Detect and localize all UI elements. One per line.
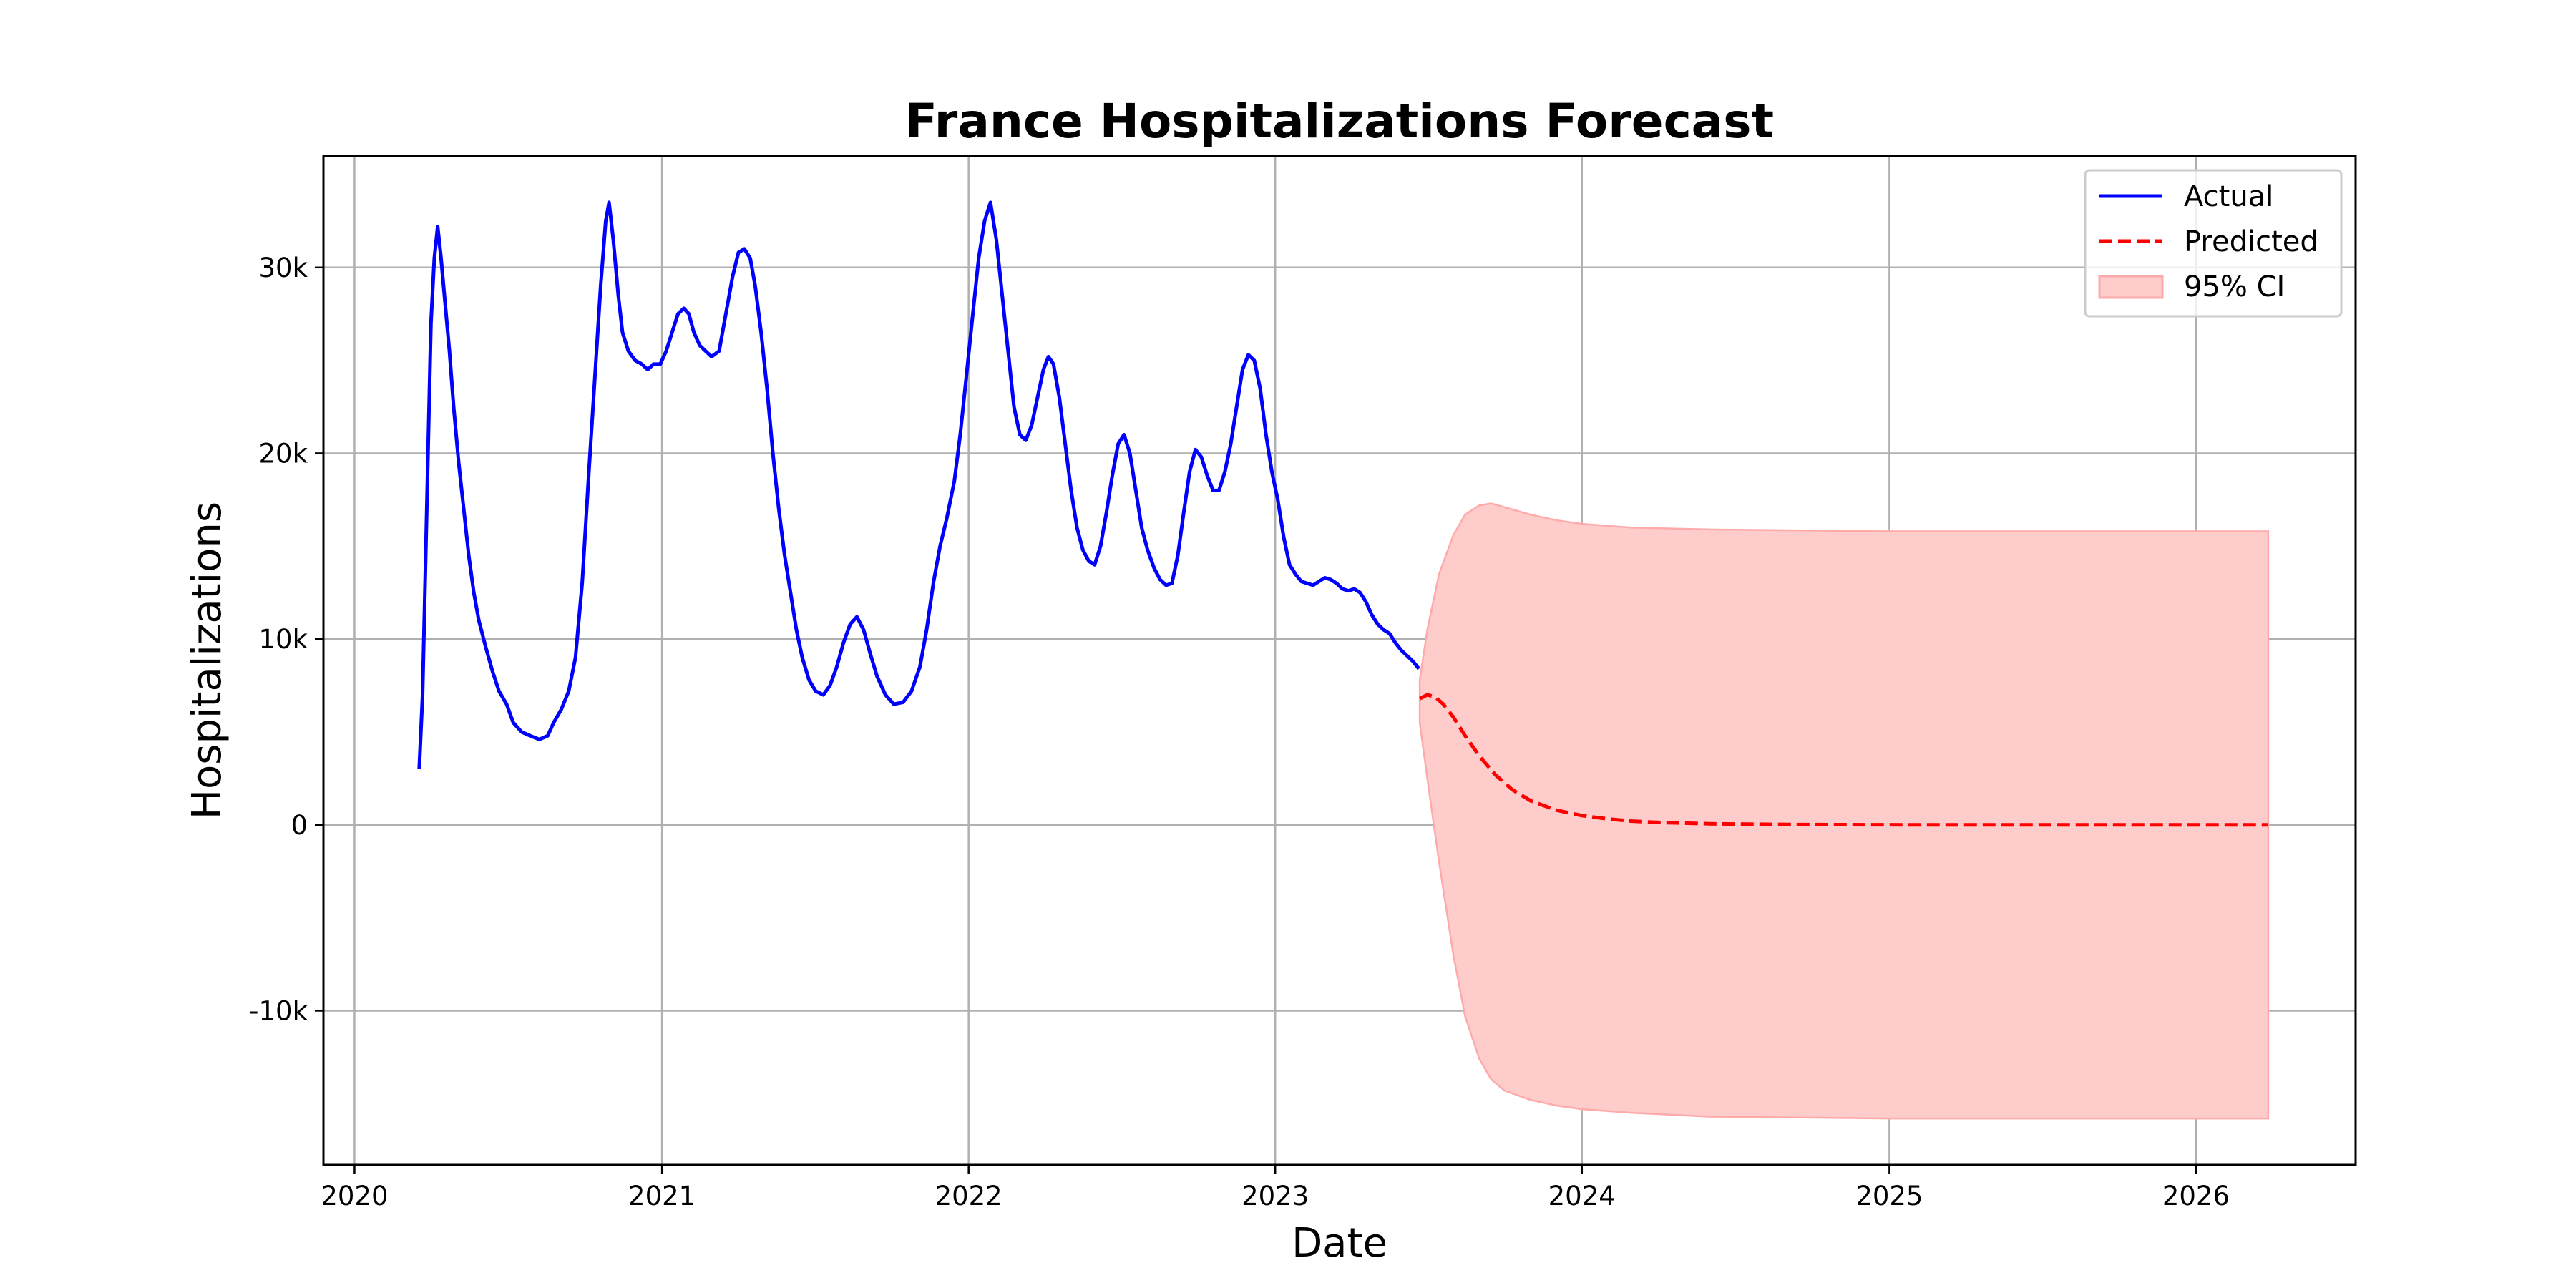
x-tick-label: 2026 — [2162, 1181, 2230, 1211]
x-tick-label: 2025 — [1855, 1181, 1923, 1211]
y-tick-label: 0 — [291, 810, 308, 841]
x-tick-label: 2024 — [1548, 1181, 1616, 1211]
x-tick-label: 2023 — [1241, 1181, 1309, 1211]
y-axis-ticks: -10k 0 10k 20k 30k — [249, 253, 323, 1026]
chart-title: France Hospitalizations Forecast — [905, 94, 1774, 149]
series-line-actual — [417, 200, 1420, 770]
y-tick-label: 20k — [258, 438, 308, 469]
x-tick-label: 2021 — [628, 1181, 696, 1211]
confidence-band — [1418, 502, 2270, 1120]
legend-ci-swatch — [2098, 275, 2164, 299]
x-axis-ticks: 2020 2021 2022 2023 2024 2025 2026 — [321, 1165, 2230, 1211]
legend: Actual Predicted 95% CI — [2084, 169, 2343, 318]
legend-ci-label: 95% CI — [2184, 270, 2285, 303]
plot-frame — [322, 155, 2357, 1166]
series-layer — [417, 200, 2268, 827]
y-tick-label: 30k — [258, 253, 308, 283]
legend-actual-label: Actual — [2184, 180, 2273, 213]
x-tick-label: 2020 — [321, 1181, 388, 1211]
x-tick-label: 2022 — [935, 1181, 1002, 1211]
confidence-band-layer — [1418, 502, 2270, 1120]
y-tick-label: 10k — [258, 624, 308, 655]
y-tick-label: -10k — [249, 995, 308, 1026]
series-line-predicted — [1419, 693, 2268, 827]
legend-predicted-label: Predicted — [2184, 225, 2318, 258]
x-axis-title: Date — [1292, 1220, 1387, 1267]
y-axis-title: Hospitalizations — [184, 502, 230, 819]
